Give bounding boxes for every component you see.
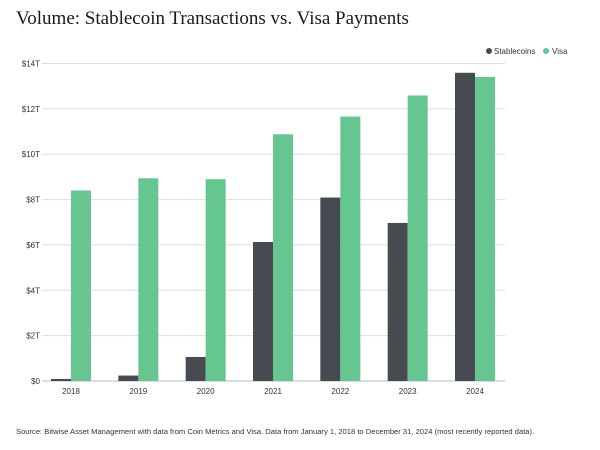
y-tick-label: $0 <box>31 377 40 386</box>
y-tick-label: $4T <box>26 286 40 295</box>
legend-marker-stablecoins <box>486 48 492 54</box>
x-tick-label: 2022 <box>331 387 349 396</box>
bar-stablecoins-2020 <box>185 356 206 381</box>
bar-stablecoins-2022 <box>320 197 341 381</box>
bar-stablecoins-2018 <box>51 378 71 381</box>
bar-visa-2024 <box>475 76 495 381</box>
bar-stablecoins-2021 <box>253 241 273 381</box>
y-tick-label: $2T <box>26 332 40 341</box>
bar-visa-2023 <box>407 95 428 382</box>
source-note: Source: Bitwise Asset Management with da… <box>16 427 535 436</box>
y-tick-label: $6T <box>26 241 40 250</box>
bar-stablecoins-2019 <box>118 375 139 381</box>
x-tick-label: 2021 <box>264 387 282 396</box>
x-tick-label: 2024 <box>466 387 484 396</box>
bar-visa-2018 <box>71 190 91 381</box>
legend-marker-visa <box>543 48 549 54</box>
y-tick-label: $8T <box>26 196 40 205</box>
y-tick-label: $10T <box>22 150 40 159</box>
bar-visa-2021 <box>273 134 293 381</box>
legend-label-stablecoins: Stablecoins <box>494 47 535 56</box>
bar-stablecoins-2024 <box>455 72 475 381</box>
x-tick-label: 2019 <box>129 387 147 396</box>
legend-label-visa: Visa <box>552 47 568 56</box>
x-tick-label: 2023 <box>399 387 417 396</box>
bar-visa-2019 <box>138 178 159 381</box>
bar-visa-2020 <box>205 179 226 381</box>
y-tick-label: $14T <box>22 60 40 69</box>
bar-visa-2022 <box>340 116 361 381</box>
bar-stablecoins-2023 <box>387 222 408 381</box>
x-tick-label: 2018 <box>62 387 80 396</box>
y-tick-label: $12T <box>22 105 40 114</box>
x-tick-label: 2020 <box>197 387 215 396</box>
chart-title: Volume: Stablecoin Transactions vs. Visa… <box>16 8 409 29</box>
